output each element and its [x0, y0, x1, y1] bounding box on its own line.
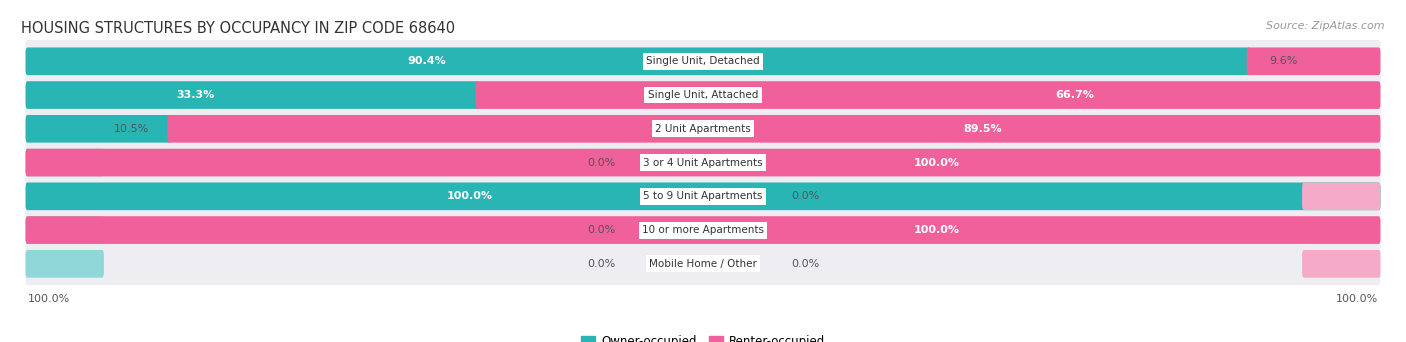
FancyBboxPatch shape — [25, 107, 1381, 150]
Text: 100.0%: 100.0% — [1336, 294, 1378, 304]
Text: 5 to 9 Unit Apartments: 5 to 9 Unit Apartments — [644, 191, 762, 201]
Text: Single Unit, Attached: Single Unit, Attached — [648, 90, 758, 100]
FancyBboxPatch shape — [25, 149, 104, 176]
Text: 10.5%: 10.5% — [114, 124, 149, 134]
Text: 0.0%: 0.0% — [586, 259, 616, 269]
Text: 100.0%: 100.0% — [914, 225, 960, 235]
FancyBboxPatch shape — [1302, 250, 1381, 278]
FancyBboxPatch shape — [25, 74, 1381, 116]
Text: HOUSING STRUCTURES BY OCCUPANCY IN ZIP CODE 68640: HOUSING STRUCTURES BY OCCUPANCY IN ZIP C… — [21, 21, 456, 36]
FancyBboxPatch shape — [1247, 48, 1381, 75]
Text: 0.0%: 0.0% — [586, 225, 616, 235]
Text: 100.0%: 100.0% — [914, 158, 960, 168]
FancyBboxPatch shape — [25, 250, 104, 278]
Text: 100.0%: 100.0% — [28, 294, 70, 304]
Text: 90.4%: 90.4% — [408, 56, 446, 66]
FancyBboxPatch shape — [1302, 183, 1381, 210]
FancyBboxPatch shape — [25, 115, 172, 143]
Text: 3 or 4 Unit Apartments: 3 or 4 Unit Apartments — [643, 158, 763, 168]
Text: 2 Unit Apartments: 2 Unit Apartments — [655, 124, 751, 134]
FancyBboxPatch shape — [25, 216, 1381, 244]
Text: Source: ZipAtlas.com: Source: ZipAtlas.com — [1267, 21, 1385, 30]
Text: 33.3%: 33.3% — [176, 90, 214, 100]
Text: 100.0%: 100.0% — [446, 191, 492, 201]
FancyBboxPatch shape — [25, 149, 1381, 176]
FancyBboxPatch shape — [25, 216, 104, 244]
Legend: Owner-occupied, Renter-occupied: Owner-occupied, Renter-occupied — [576, 330, 830, 342]
Text: 10 or more Apartments: 10 or more Apartments — [643, 225, 763, 235]
Text: 9.6%: 9.6% — [1270, 56, 1298, 66]
FancyBboxPatch shape — [25, 141, 1381, 184]
FancyBboxPatch shape — [25, 40, 1381, 82]
FancyBboxPatch shape — [25, 183, 1381, 210]
Text: 0.0%: 0.0% — [790, 259, 820, 269]
FancyBboxPatch shape — [25, 209, 1381, 251]
Text: Single Unit, Detached: Single Unit, Detached — [647, 56, 759, 66]
Text: 66.7%: 66.7% — [1056, 90, 1095, 100]
FancyBboxPatch shape — [25, 48, 1251, 75]
FancyBboxPatch shape — [25, 175, 1381, 218]
FancyBboxPatch shape — [475, 81, 1381, 109]
Text: Mobile Home / Other: Mobile Home / Other — [650, 259, 756, 269]
Text: 89.5%: 89.5% — [963, 124, 1002, 134]
FancyBboxPatch shape — [25, 81, 479, 109]
FancyBboxPatch shape — [167, 115, 1381, 143]
Text: 0.0%: 0.0% — [790, 191, 820, 201]
FancyBboxPatch shape — [25, 242, 1381, 285]
Text: 0.0%: 0.0% — [586, 158, 616, 168]
